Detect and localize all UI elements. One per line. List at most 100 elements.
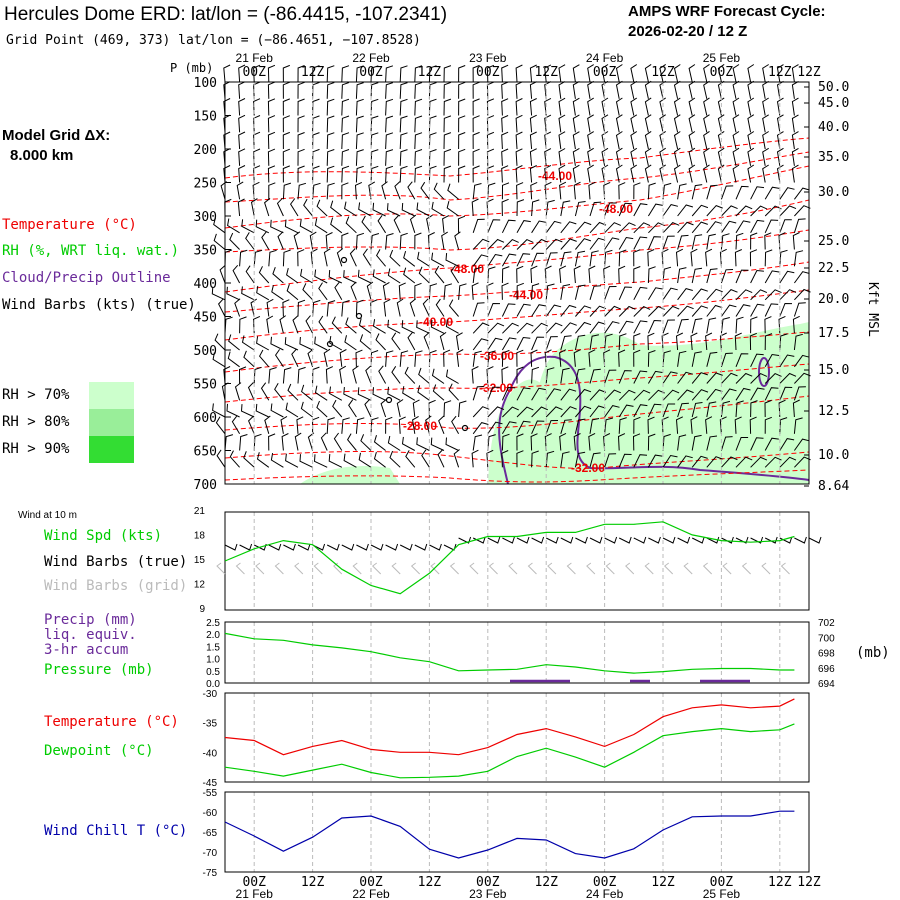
wind-barb-344: [416, 202, 430, 217]
wind-barb-672: [630, 64, 638, 83]
wind-barb-436: [486, 131, 495, 150]
wind-barb-224: [344, 201, 357, 217]
wind-barb-732: [662, 266, 672, 284]
wind-barb-627: [601, 114, 609, 133]
kft-label-5: 25.0: [818, 234, 849, 249]
grid-barb-64: [527, 562, 537, 575]
wind-barb-596: [575, 405, 592, 418]
wind-barb-92: [255, 403, 270, 418]
wind-barb-553: [558, 81, 566, 99]
wind-barb-270: [385, 165, 394, 183]
wind-barb-508: [529, 131, 537, 150]
wind-barb-426: [471, 366, 479, 384]
wind-barb-547: [545, 388, 562, 401]
wind-barb-884: [750, 400, 758, 418]
legend-temperature: Temperature (°C): [2, 217, 137, 233]
wind-barb-366: [443, 165, 452, 183]
wind-barb-768: [688, 64, 696, 83]
wind-barb-31: [236, 181, 244, 200]
wind-barb-565: [560, 284, 571, 300]
wind-barb-725: [659, 147, 666, 166]
wind-barb-749: [673, 147, 681, 166]
wind-barb-668: [618, 404, 634, 418]
wind-barb-268: [385, 132, 394, 150]
wind-barb-594: [574, 368, 586, 384]
true-barb-90: [662, 536, 676, 544]
wind-barb-538: [545, 238, 563, 250]
wind-barb-723: [659, 114, 666, 133]
wind-barb-259: [357, 387, 372, 401]
wind-barb-325: [414, 282, 422, 300]
wind-barb-597: [574, 418, 586, 434]
wind-barb-189: [326, 417, 335, 434]
pressure-axis-label: P (mb): [170, 61, 214, 75]
p-label-1: 150: [194, 110, 217, 125]
wind10-ytick-2: 15: [194, 555, 206, 566]
temp-contour-label-7: -28.00: [403, 419, 437, 433]
wind-barb-192: [341, 65, 350, 83]
wind-barb-64: [241, 335, 255, 351]
wind-barb-103: [282, 182, 292, 200]
wind-barb-452: [487, 406, 505, 418]
tempdew-ytick-2: -40: [203, 748, 218, 759]
wind-barb-323: [403, 250, 416, 267]
wind-barb-778: [691, 234, 703, 250]
true-barb-24: [341, 543, 355, 551]
wind-barb-56: [250, 198, 258, 217]
true-barb-9: [268, 543, 282, 551]
wind-barb-614: [589, 305, 607, 317]
wind-barb-88: [256, 336, 270, 351]
temp-contour-label-5: -36.00: [480, 349, 514, 363]
wind-barb-156: [300, 268, 313, 284]
wind-barb-871: [750, 186, 765, 200]
cloud-outline-small: [758, 357, 770, 387]
wind-barb-829: [721, 289, 738, 301]
grid-barb-8: [255, 562, 265, 575]
wind-barb-589: [574, 284, 586, 300]
wind-barb-208: [329, 336, 343, 351]
forecast-cycle: AMPS WRF Forecast Cycle: 2026-02-20 / 12…: [628, 2, 826, 42]
wind-barb-780: [691, 267, 703, 284]
wind-barb-273: [377, 215, 387, 234]
wind-barb-845: [732, 147, 740, 166]
wind-barb-644: [604, 405, 620, 418]
wind-barb-155: [310, 248, 318, 267]
wind-barb-406: [445, 437, 459, 451]
wind-barb-775: [691, 184, 703, 200]
wind-barb-393: [457, 215, 466, 233]
wind-barb-512: [531, 199, 540, 217]
wind-barb-858: [735, 372, 753, 384]
wind-barb-378: [431, 368, 445, 384]
wind-barb-117: [280, 415, 288, 434]
wind10-ytick-4: 9: [199, 604, 205, 615]
wind-barb-116: [270, 403, 284, 418]
wind-barb-484: [515, 131, 523, 150]
wind-barb-255: [358, 318, 372, 334]
wind-barb-342: [428, 165, 437, 183]
wind-barb-812: [706, 401, 717, 418]
wind-barb-391: [447, 183, 459, 200]
tempdew-ytick-3: -45: [203, 778, 218, 789]
wind-barb-690: [633, 370, 648, 384]
wind-barb-945: [793, 218, 806, 233]
wind-barb-563: [560, 251, 572, 267]
wind-barb-373: [443, 283, 453, 300]
wind-barb-691: [633, 389, 651, 401]
temp-contour-0: [224, 137, 810, 179]
wind-barb-878: [750, 303, 765, 317]
forecast-cycle-value: 2026-02-20 / 12 Z: [628, 23, 748, 40]
legend-barbs-grid: Wind Barbs (grid): [44, 578, 188, 594]
wind-barb-418: [472, 238, 490, 250]
wind-barb-109: [271, 284, 284, 301]
wind-barb-271: [381, 181, 388, 200]
wind-barb-530: [544, 97, 552, 116]
wind-barb-923: [779, 249, 788, 267]
temp-contour-label-3: -44.00: [509, 288, 543, 302]
wind-barb-356: [428, 399, 436, 418]
wind-barb-444: [487, 266, 496, 284]
wind-barb-820: [717, 130, 725, 150]
wind-barb-171: [326, 115, 335, 133]
grid-barb-112: [761, 562, 771, 575]
wind-barb-115: [274, 382, 284, 401]
pressure-ytick-2: 698: [818, 649, 835, 660]
